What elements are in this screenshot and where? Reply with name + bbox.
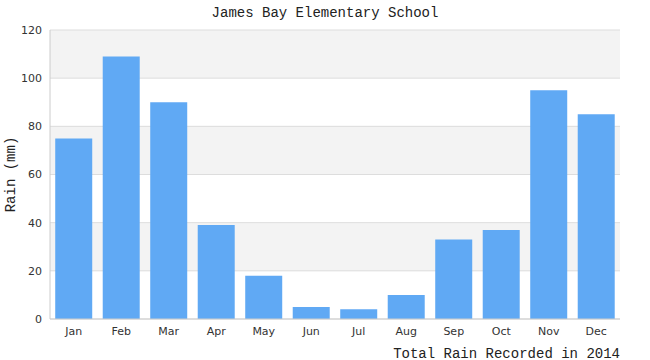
- svg-text:Jan: Jan: [64, 325, 82, 338]
- svg-text:May: May: [252, 325, 275, 338]
- svg-text:Rain (mm): Rain (mm): [8, 137, 19, 213]
- svg-text:0: 0: [35, 313, 42, 326]
- svg-text:Nov: Nov: [538, 325, 560, 338]
- svg-text:60: 60: [28, 168, 42, 181]
- svg-text:20: 20: [28, 265, 42, 278]
- svg-text:Mar: Mar: [158, 325, 179, 338]
- html-text:James Bay Elementary School: James Bay Elementary School: [211, 5, 439, 21]
- svg-text:Jul: Jul: [351, 325, 365, 338]
- svg-text:Oct: Oct: [492, 325, 512, 338]
- svg-text:Jun: Jun: [302, 325, 320, 338]
- svg-text:80: 80: [28, 120, 42, 133]
- svg-text:120: 120: [21, 24, 42, 37]
- svg-text:Dec: Dec: [586, 325, 607, 338]
- svg-text:40: 40: [28, 217, 42, 230]
- svg-text:Total Rain Recorded in 2014: Total Rain Recorded in 2014: [393, 346, 620, 360]
- svg-text:Apr: Apr: [207, 325, 227, 338]
- svg-text:Aug: Aug: [396, 325, 417, 338]
- svg-text:Feb: Feb: [112, 325, 131, 338]
- svg-text:100: 100: [21, 72, 42, 85]
- svg-text:Sep: Sep: [443, 325, 464, 338]
